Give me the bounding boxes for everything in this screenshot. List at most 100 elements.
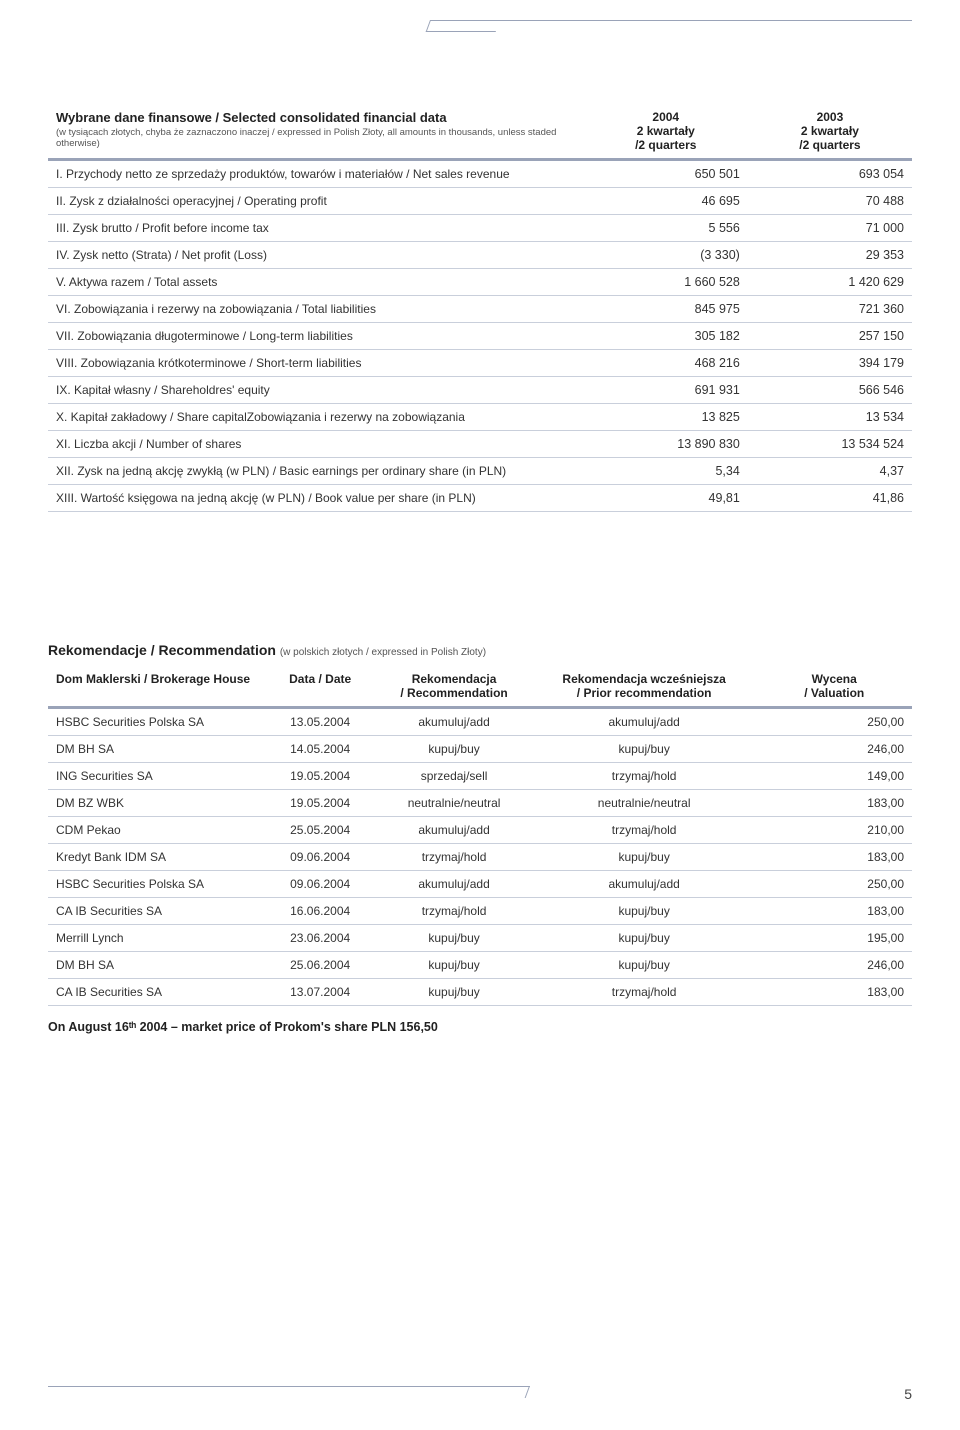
page-header-rule — [430, 20, 912, 28]
t1-row-v2: 257 150 — [748, 323, 912, 350]
t2-row-date: 25.05.2004 — [264, 817, 376, 844]
recommendation-table: Dom Maklerski / Brokerage House Data / D… — [48, 666, 912, 1006]
t2-row-val: 250,00 — [756, 871, 912, 898]
t2-row-rec: akumuluj/add — [376, 871, 532, 898]
t1-row-v2: 29 353 — [748, 242, 912, 269]
t1-row-v1: 305 182 — [584, 323, 748, 350]
table-row: Merrill Lynch23.06.2004kupuj/buykupuj/bu… — [48, 925, 912, 952]
table-row: DM BH SA25.06.2004kupuj/buykupuj/buy246,… — [48, 952, 912, 979]
t1-row-v1: 13 825 — [584, 404, 748, 431]
t2-row-rec: akumuluj/add — [376, 817, 532, 844]
t2-row-rec: kupuj/buy — [376, 952, 532, 979]
t1-row-label: IV. Zysk netto (Strata) / Net profit (Lo… — [48, 242, 584, 269]
t2-row-rec: trzymaj/hold — [376, 898, 532, 925]
t2-row-date: 14.05.2004 — [264, 736, 376, 763]
table-row: XI. Liczba akcji / Number of shares13 89… — [48, 431, 912, 458]
t2-row-val: 183,00 — [756, 790, 912, 817]
t2-row-val: 246,00 — [756, 952, 912, 979]
t1-row-v1: 5 556 — [584, 215, 748, 242]
table-row: III. Zysk brutto / Profit before income … — [48, 215, 912, 242]
t1-row-label: XI. Liczba akcji / Number of shares — [48, 431, 584, 458]
table-row: XII. Zysk na jedną akcję zwykłą (w PLN) … — [48, 458, 912, 485]
t1-row-v2: 693 054 — [748, 160, 912, 188]
t1-row-v2: 71 000 — [748, 215, 912, 242]
t1-col1-l1: 2003 — [756, 110, 904, 124]
t1-body: I. Przychody netto ze sprzedaży produktó… — [48, 160, 912, 512]
t2-row-prior: kupuj/buy — [532, 925, 757, 952]
t2-row-rec: sprzedaj/sell — [376, 763, 532, 790]
t2-row-date: 19.05.2004 — [264, 763, 376, 790]
t1-col-2003: 2003 2 kwartały /2 quarters — [748, 104, 912, 160]
t2-row-rec: kupuj/buy — [376, 925, 532, 952]
t2-row-house: ING Securities SA — [48, 763, 264, 790]
t1-row-v2: 13 534 524 — [748, 431, 912, 458]
t2-row-rec: neutralnie/neutral — [376, 790, 532, 817]
t1-row-v2: 70 488 — [748, 188, 912, 215]
t2-row-house: DM BZ WBK — [48, 790, 264, 817]
table-row: CA IB Securities SA16.06.2004trzymaj/hol… — [48, 898, 912, 925]
t2-row-val: 183,00 — [756, 979, 912, 1006]
t2-row-prior: trzymaj/hold — [532, 763, 757, 790]
table-row: IV. Zysk netto (Strata) / Net profit (Lo… — [48, 242, 912, 269]
t1-row-v2: 4,37 — [748, 458, 912, 485]
t2-row-prior: kupuj/buy — [532, 952, 757, 979]
t1-row-label: VIII. Zobowiązania krótkoterminowe / Sho… — [48, 350, 584, 377]
t1-row-v1: 845 975 — [584, 296, 748, 323]
market-price-note: On August 16ᵗʰ 2004 – market price of Pr… — [48, 1020, 912, 1034]
t1-row-v1: 5,34 — [584, 458, 748, 485]
table-row: HSBC Securities Polska SA09.06.2004akumu… — [48, 871, 912, 898]
t2-row-val: 246,00 — [756, 736, 912, 763]
t1-col0-l1: 2004 — [592, 110, 740, 124]
t2-row-date: 09.06.2004 — [264, 844, 376, 871]
t2-h-date: Data / Date — [264, 666, 376, 708]
t2-row-prior: neutralnie/neutral — [532, 790, 757, 817]
t1-title: Wybrane dane finansowe / Selected consol… — [56, 110, 447, 125]
t2-body: HSBC Securities Polska SA13.05.2004akumu… — [48, 708, 912, 1006]
t1-row-label: VII. Zobowiązania długoterminowe / Long-… — [48, 323, 584, 350]
t2-row-date: 23.06.2004 — [264, 925, 376, 952]
t1-col0-l3: /2 quarters — [592, 138, 740, 152]
t1-row-label: IX. Kapitał własny / Shareholdres' equit… — [48, 377, 584, 404]
t2-row-house: CDM Pekao — [48, 817, 264, 844]
t2-row-prior: kupuj/buy — [532, 844, 757, 871]
page-footer-rule — [48, 1386, 530, 1394]
t1-col-2004: 2004 2 kwartały /2 quarters — [584, 104, 748, 160]
t2-row-rec: kupuj/buy — [376, 979, 532, 1006]
t1-row-label: XII. Zysk na jedną akcję zwykłą (w PLN) … — [48, 458, 584, 485]
t2-row-val: 250,00 — [756, 708, 912, 736]
table-row: VII. Zobowiązania długoterminowe / Long-… — [48, 323, 912, 350]
t1-row-v1: 13 890 830 — [584, 431, 748, 458]
table-row: VI. Zobowiązania i rezerwy na zobowiązan… — [48, 296, 912, 323]
t1-row-v1: (3 330) — [584, 242, 748, 269]
table-row: VIII. Zobowiązania krótkoterminowe / Sho… — [48, 350, 912, 377]
t1-row-v1: 691 931 — [584, 377, 748, 404]
page-number: 5 — [904, 1386, 912, 1402]
t1-row-label: V. Aktywa razem / Total assets — [48, 269, 584, 296]
t2-row-house: DM BH SA — [48, 952, 264, 979]
table-row: DM BZ WBK19.05.2004neutralnie/neutralneu… — [48, 790, 912, 817]
t2-row-house: Kredyt Bank IDM SA — [48, 844, 264, 871]
t1-row-v2: 1 420 629 — [748, 269, 912, 296]
t2-h-rec: Rekomendacja / Recommendation — [376, 666, 532, 708]
t2-row-rec: trzymaj/hold — [376, 844, 532, 871]
t2-row-date: 19.05.2004 — [264, 790, 376, 817]
financial-data-table: Wybrane dane finansowe / Selected consol… — [48, 104, 912, 512]
t2-row-house: HSBC Securities Polska SA — [48, 871, 264, 898]
table-row: ING Securities SA19.05.2004sprzedaj/sell… — [48, 763, 912, 790]
table-row: DM BH SA14.05.2004kupuj/buykupuj/buy246,… — [48, 736, 912, 763]
recommendation-heading: Rekomendacje / Recommendation (w polskic… — [48, 642, 912, 658]
recommendation-title: Rekomendacje / Recommendation — [48, 642, 276, 658]
t2-row-house: Merrill Lynch — [48, 925, 264, 952]
t2-row-prior: akumuluj/add — [532, 871, 757, 898]
t2-h-val: Wycena / Valuation — [756, 666, 912, 708]
t2-row-prior: trzymaj/hold — [532, 979, 757, 1006]
t2-row-val: 195,00 — [756, 925, 912, 952]
t2-row-val: 183,00 — [756, 844, 912, 871]
t1-row-v2: 41,86 — [748, 485, 912, 512]
t2-row-rec: kupuj/buy — [376, 736, 532, 763]
t1-row-v2: 566 546 — [748, 377, 912, 404]
table-row: CDM Pekao25.05.2004akumuluj/addtrzymaj/h… — [48, 817, 912, 844]
table-row: V. Aktywa razem / Total assets1 660 5281… — [48, 269, 912, 296]
t1-subtitle: (w tysiącach złotych, chyba że zaznaczon… — [56, 127, 576, 149]
t1-row-v1: 1 660 528 — [584, 269, 748, 296]
